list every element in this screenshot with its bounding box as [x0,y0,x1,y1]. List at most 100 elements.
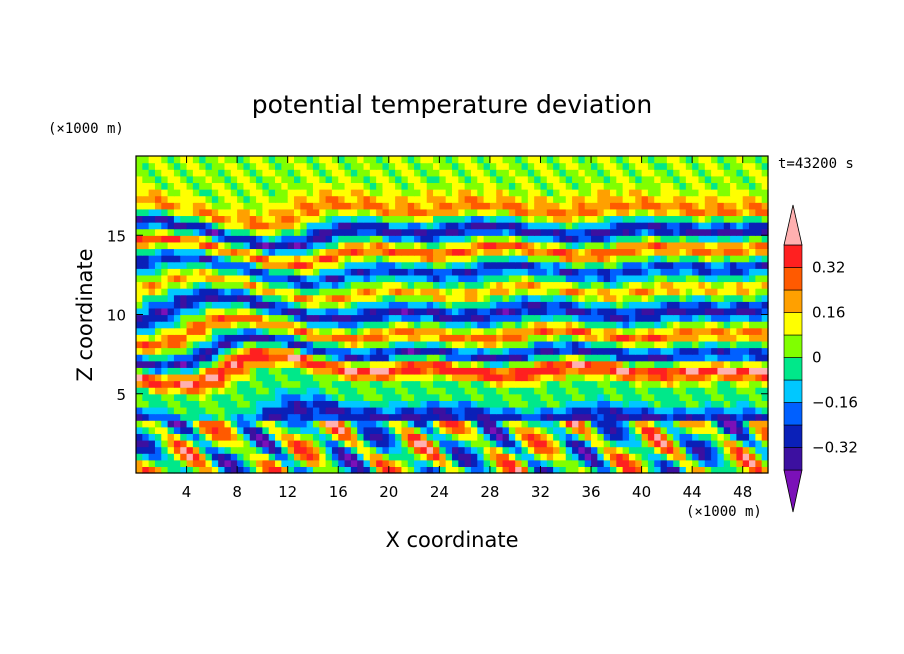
contour-cell [369,261,377,269]
contour-cell [344,208,352,217]
contour-cell [679,314,687,322]
contour-cell [610,195,617,203]
contour-cell [161,314,169,322]
contour-cell [180,307,188,316]
contour-cell [294,288,301,296]
contour-cell [489,373,497,382]
contour-cell [268,195,276,203]
contour-cell [256,156,263,164]
contour-cell [452,347,459,355]
contour-cell [502,215,510,223]
contour-cell [591,354,598,362]
contour-cell [641,274,649,283]
contour-cell [660,169,668,177]
contour-cell [192,413,200,421]
contour-cell [173,393,181,401]
contour-cell [572,156,579,164]
contour-cell [578,228,586,236]
contour-cell [654,274,662,283]
contour-cell [426,393,434,401]
contour-cell [755,255,763,263]
contour-cell [477,360,485,368]
contour-cell [673,360,681,368]
contour-cell [306,208,314,217]
contour-cell [388,439,396,448]
contour-cell [692,433,700,441]
contour-cell [192,268,200,276]
contour-cell [433,314,440,322]
contour-cell [502,162,510,170]
contour-cell [477,294,485,302]
contour-cell [186,367,194,375]
contour-cell [154,380,162,388]
contour-cell [199,327,207,335]
contour-cell [148,281,156,289]
contour-cell [357,281,365,289]
contour-cell [426,261,434,269]
contour-cell [534,228,542,236]
contour-cell [249,208,257,217]
contour-cell [319,420,327,428]
contour-cell [350,268,358,276]
contour-cell [540,439,548,448]
contour-cell [711,413,719,421]
contour-cell [704,380,712,388]
contour-cell [578,340,586,349]
contour-cell [173,347,181,355]
x-axis-ticks: 4 8 12 16 20 24 28 32 36 40 44 48 [182,156,752,501]
contour-cell [205,261,213,269]
contour-cell [635,175,643,184]
contour-cell [388,248,396,256]
contour-cell [287,406,295,415]
contour-cell [186,459,194,467]
contour-cell [578,393,586,401]
contour-cell [546,433,554,441]
contour-cell [584,393,592,401]
contour-cell [173,261,181,269]
contour-cell [224,202,232,210]
contour-cell [199,222,207,230]
contour-cell [591,162,598,170]
contour-cell [534,182,542,190]
contour-cell [445,182,453,190]
contour-cell [401,268,409,276]
contour-cell [344,248,352,256]
contour-cell [483,255,491,263]
contour-cell [508,340,516,349]
contour-cell [673,373,681,382]
contour-cell [287,294,295,302]
contour-cell [521,261,529,269]
contour-cell [376,439,384,448]
contour-cell [723,202,731,210]
contour-cell [711,433,719,441]
contour-cell [420,340,428,349]
contour-cell [344,261,352,269]
contour-cell [470,235,478,243]
contour-cell [249,393,257,401]
contour-cell [401,367,409,375]
contour-cell [167,175,175,184]
contour-cell [287,360,295,368]
contour-cell [382,354,390,362]
contour-cell [148,175,156,184]
contour-cell [628,466,636,474]
contour-cell [723,453,731,461]
contour-cell [565,208,573,217]
contour-cell [622,156,630,164]
contour-cell [553,453,561,461]
contour-cell [635,340,643,349]
contour-cell [749,466,756,474]
contour-cell [420,420,428,428]
contour-cell [685,182,693,190]
contour-cell [192,426,200,434]
contour-cell [584,334,592,342]
contour-cell [730,426,737,434]
contour-cell [717,413,725,421]
contour-cell [420,446,428,454]
contour-cell [660,156,668,164]
contour-cell [300,373,308,382]
contour-cell [439,202,447,210]
contour-cell [635,446,643,454]
contour-cell [692,268,700,276]
contour-cell [224,387,232,395]
